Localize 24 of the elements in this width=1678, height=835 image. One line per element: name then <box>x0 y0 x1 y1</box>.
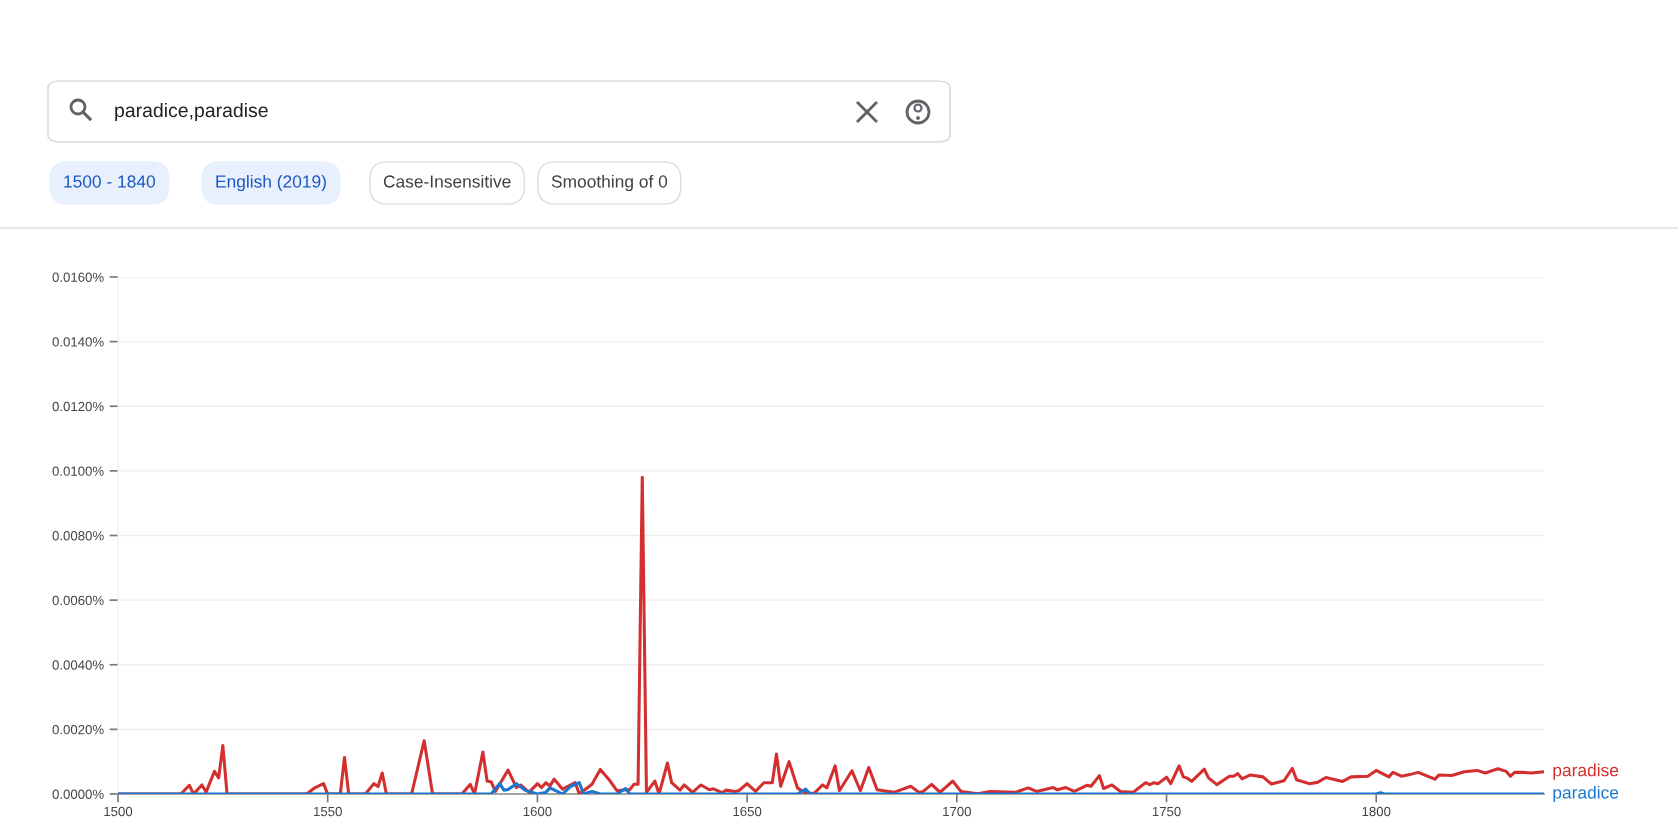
x-tick-label: 1700 <box>943 806 971 817</box>
y-tick-label: 0.0020% <box>52 724 104 735</box>
text: Smoothing of 0 <box>551 174 668 192</box>
y-tick-label: 0.0120% <box>52 401 104 412</box>
y-tick-label: 0.0000% <box>52 789 104 799</box>
series-label: paradise <box>1553 763 1619 780</box>
y-tick-label: 0.0100% <box>52 466 104 476</box>
series-label: paradice <box>1553 785 1619 803</box>
text: English (2019) <box>216 174 326 192</box>
y-tick-label: 0.0160% <box>52 272 104 282</box>
y-tick-label: 0.0080% <box>52 531 104 541</box>
x-tick-label: 1750 <box>1152 806 1181 817</box>
x-tick-label: 1800 <box>1362 806 1391 817</box>
x-tick-label: 1600 <box>523 806 552 817</box>
text: 1500 - 1840 <box>64 175 155 188</box>
x-tick-label: 1650 <box>733 806 762 817</box>
text: Case-Insensitive <box>383 174 511 188</box>
x-tick-label: 1500 <box>104 806 133 817</box>
y-tick-label: 0.0140% <box>52 337 104 347</box>
y-tick-label: 0.0040% <box>52 660 104 670</box>
text: paradice,paradise <box>115 102 268 122</box>
y-tick-label: 0.0060% <box>52 595 104 606</box>
x-tick-label: 1550 <box>314 806 342 817</box>
line-series <box>118 781 1544 794</box>
